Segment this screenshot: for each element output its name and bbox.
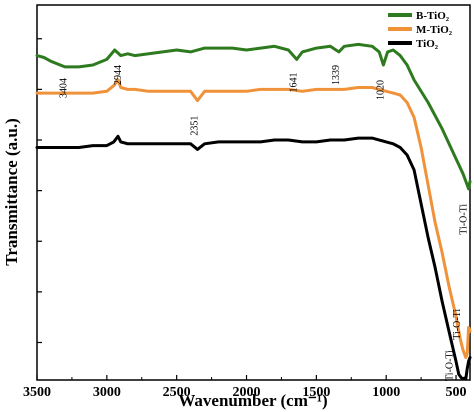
peak-annotation: Ti-O-Ti <box>459 204 470 235</box>
x-tick-label: 500 <box>446 385 467 400</box>
series-line <box>35 42 472 191</box>
x-tick-label: 1000 <box>372 385 400 400</box>
x-tick-label: 1500 <box>302 385 330 400</box>
peak-annotation: Ti-O-Ti <box>445 350 456 381</box>
legend-entry: TiO₂ <box>416 38 439 50</box>
x-tick-label: 3500 <box>23 385 51 400</box>
legend-entry: M-TiO₂ <box>416 24 453 36</box>
peak-annotation: 2944 <box>113 65 124 85</box>
peak-annotation: 2351 <box>190 116 201 136</box>
axis-ticks: 3500 3000 2500 2000 1500 1000 500 <box>23 38 467 400</box>
x-tick-label: 2500 <box>163 385 191 400</box>
series-line <box>35 134 472 381</box>
peak-annotation: 1641 <box>289 73 300 93</box>
peak-annotation: Ti-O-Ti <box>452 309 463 340</box>
peak-annotation: 3404 <box>58 78 69 98</box>
peak-annotations: 3404 2944 2351 1641 1339 1020 Ti-O-Ti Ti-O-Ti Ti… <box>58 65 469 381</box>
plot-frame <box>36 4 471 381</box>
x-axis-title: Wavenumber (cm⁻¹) <box>178 391 327 410</box>
y-axis-title: Transmittance (a.u.) <box>2 118 21 265</box>
peak-annotation: 1339 <box>331 65 342 85</box>
series-group <box>35 42 472 381</box>
legend-entry: B-TiO₂ <box>416 10 450 22</box>
peak-annotation: 1020 <box>375 80 386 100</box>
series-line <box>35 78 472 359</box>
x-tick-label: 2000 <box>233 385 261 400</box>
legend: B-TiO₂ M-TiO₂ TiO₂ <box>388 10 453 50</box>
x-tick-label: 3000 <box>93 385 121 400</box>
